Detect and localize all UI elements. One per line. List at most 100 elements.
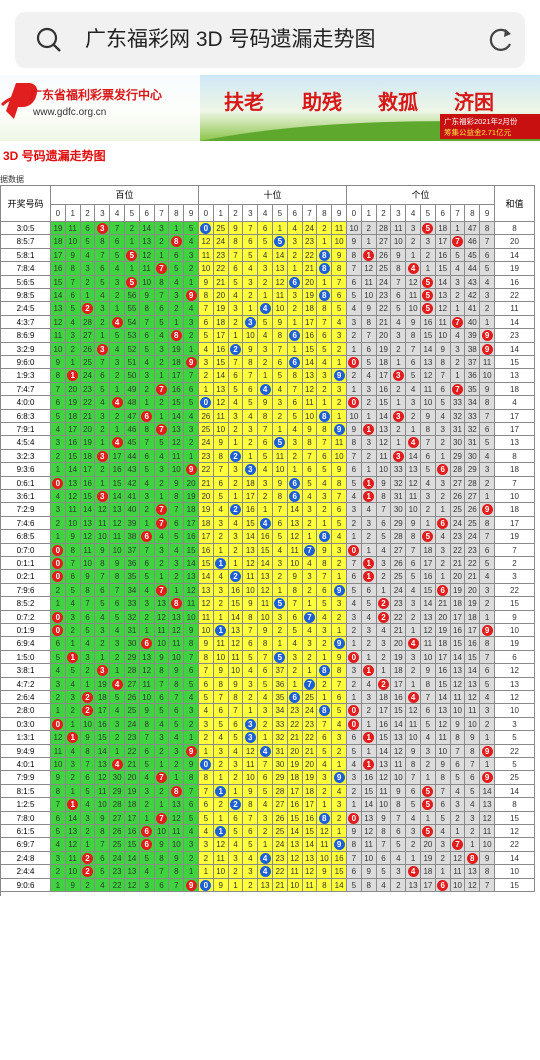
miss-count: 9 <box>361 302 377 316</box>
miss-count: 35 <box>273 691 288 705</box>
miss-count: 8 <box>406 329 421 343</box>
miss-count: 7 <box>465 758 481 772</box>
miss-count: 33 <box>465 409 481 423</box>
miss-count: 3 <box>480 583 495 598</box>
miss-count: 6 <box>361 342 377 356</box>
miss-count: 11 <box>302 878 318 892</box>
miss-count: 11 <box>376 449 392 464</box>
miss-count: 14 <box>65 811 81 825</box>
miss-count: 2 <box>228 865 244 879</box>
miss-count: 1 <box>213 811 229 825</box>
miss-count: 15 <box>376 396 392 410</box>
miss-count: 6 <box>258 664 273 678</box>
miss-count: 6 <box>228 717 244 732</box>
miss-count: 17 <box>51 248 66 263</box>
hit-number: 4 <box>111 397 123 409</box>
miss-count: 3 <box>287 650 303 665</box>
miss-count: 1 <box>317 516 333 531</box>
miss-count: 11 <box>65 851 81 866</box>
miss-count: 13 <box>110 503 125 517</box>
miss-count: 10 <box>376 798 392 812</box>
miss-count: 2 <box>302 516 318 531</box>
miss-count: 8 <box>302 436 318 450</box>
miss-count: 6 <box>80 610 96 624</box>
miss-count: 11 <box>421 382 436 397</box>
miss-count: 6 <box>154 302 170 316</box>
banner: 广东省福利彩票发行中心 www.gdfc.org.cn 扶老 助残 救孤 济困 … <box>0 75 540 141</box>
miss-count: 1 <box>51 878 66 892</box>
miss-count: 9 <box>169 476 185 490</box>
miss-count: 38 <box>125 530 140 544</box>
miss-count: 4 <box>184 691 199 705</box>
miss-count: 23 <box>391 597 407 611</box>
hit-number: 8 <box>170 330 182 342</box>
hit-number: 9 <box>333 839 345 851</box>
miss-count: 2 <box>51 516 66 531</box>
hit-number: 6 <box>289 276 301 288</box>
miss-count: 7 <box>302 449 318 464</box>
search-bar[interactable]: 广东福彩网 3D 号码遗漏走势图 <box>15 12 525 68</box>
miss-count: 5 <box>258 449 273 464</box>
miss-count: 1 <box>110 744 125 758</box>
miss-count: 8 <box>169 865 185 879</box>
miss-count: 29 <box>110 784 125 799</box>
miss-count: 7 <box>258 758 273 772</box>
miss-count: 1 <box>243 302 259 316</box>
miss-count: 4 <box>287 423 303 437</box>
miss-count: 13 <box>154 597 170 611</box>
miss-count: 9 <box>95 811 111 825</box>
hit-cell: 9 <box>184 289 199 303</box>
miss-count: 21 <box>273 878 288 892</box>
miss-count: 8 <box>199 289 214 303</box>
hit-cell: 0 <box>347 717 362 732</box>
miss-count: 9 <box>406 315 421 330</box>
miss-count: 28 <box>450 463 466 477</box>
miss-count: 24 <box>273 838 288 852</box>
miss-count: 4 <box>332 530 347 544</box>
miss-count: 1 <box>228 878 244 892</box>
miss-count: 2 <box>213 597 229 611</box>
miss-count: 2 <box>184 329 199 343</box>
miss-count: 8 <box>169 490 185 504</box>
search-query[interactable]: 广东福彩网 3D 号码遗漏走势图 <box>85 28 376 51</box>
digit-header: 6 <box>139 205 155 222</box>
miss-count: 4 <box>317 356 333 370</box>
miss-count: 3 <box>302 637 318 651</box>
hit-number: 1 <box>215 625 227 636</box>
hit-number: 0 <box>200 879 212 891</box>
hit-number: 5 <box>126 276 138 288</box>
miss-count: 2 <box>228 315 244 330</box>
miss-count: 8 <box>480 865 495 879</box>
miss-count: 6 <box>51 396 66 410</box>
miss-count: 9 <box>406 516 421 531</box>
miss-count: 3 <box>95 624 111 638</box>
header-cell: 十位 <box>199 186 347 205</box>
miss-count: 4 <box>80 798 96 812</box>
miss-count: 8 <box>480 396 495 410</box>
hit-cell: 2 <box>228 342 244 356</box>
miss-count: 2 <box>199 731 214 745</box>
miss-count: 4 <box>199 825 214 839</box>
miss-count: 4 <box>51 423 66 437</box>
miss-count: 11 <box>435 731 451 745</box>
miss-count: 13 <box>199 583 214 598</box>
hit-number: 7 <box>303 611 315 623</box>
miss-count: 50 <box>125 369 140 383</box>
miss-count: 2 <box>228 423 244 437</box>
miss-count: 10 <box>406 503 421 517</box>
sum-value: 13 <box>495 677 535 691</box>
miss-count: 6 <box>317 583 333 598</box>
miss-count: 1 <box>287 315 303 330</box>
hit-number: 9 <box>481 330 493 342</box>
hit-cell: 0 <box>347 650 362 665</box>
miss-count: 36 <box>465 369 481 383</box>
miss-count: 1 <box>317 396 333 410</box>
draw-number: 7:9:1 <box>1 423 51 437</box>
miss-count: 4 <box>169 275 185 289</box>
miss-count: 14 <box>450 650 466 665</box>
miss-count: 4 <box>80 637 96 651</box>
miss-count: 8 <box>480 637 495 651</box>
draw-number: 3:2:9 <box>1 342 51 356</box>
miss-count: 1 <box>450 222 466 236</box>
miss-count: 19 <box>65 396 81 410</box>
